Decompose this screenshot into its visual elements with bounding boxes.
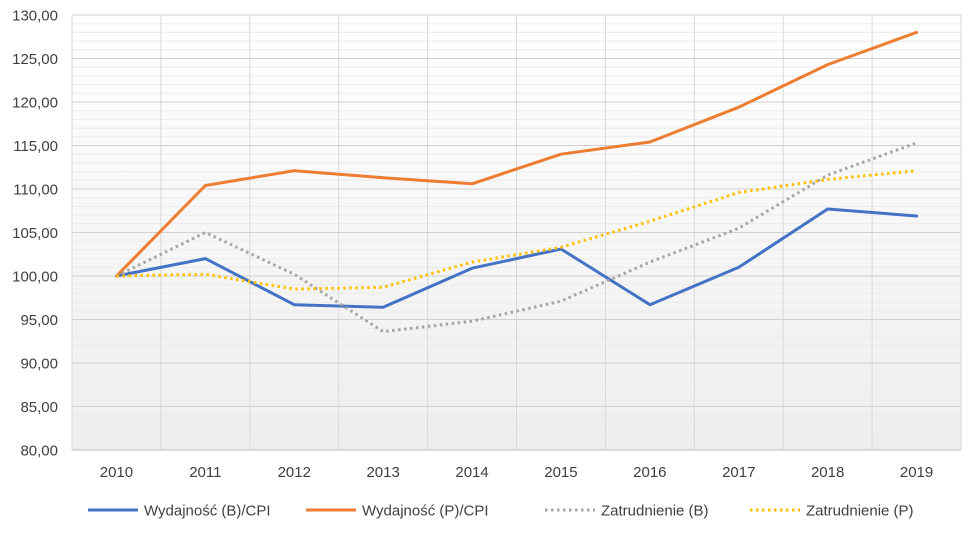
x-tick-label: 2019 <box>900 464 933 481</box>
legend: Wydajność (B)/CPI Wydajność (P)/CPI Zatrud… <box>88 503 914 520</box>
x-tick-label: 2012 <box>278 464 311 481</box>
y-tick-label: 115,00 <box>13 138 58 155</box>
x-tick-label: 2015 <box>544 464 577 481</box>
legend-label: Zatrudnienie (B) <box>601 503 709 520</box>
y-tick-label: 120,00 <box>12 95 58 112</box>
x-tick-label: 2016 <box>633 464 666 481</box>
y-tick-label: 85,00 <box>20 399 58 416</box>
legend-label: Wydajność (B)/CPI <box>144 503 271 520</box>
axes: 80,00 85,00 90,00 95,00 100,00 105,00 110,00 11… <box>12 8 961 481</box>
x-tick-label: 2018 <box>811 464 844 481</box>
series-line-3 <box>115 141 918 334</box>
gridlines <box>71 14 962 451</box>
legend-label: Wydajność (P)/CPI <box>362 503 489 520</box>
y-tick-label: 100,00 <box>12 269 58 286</box>
series-line-4 <box>116 169 917 291</box>
x-tick-label: 2014 <box>455 464 488 481</box>
y-tick-label: 95,00 <box>20 312 58 329</box>
x-tick-label: 2011 <box>189 464 221 481</box>
y-tick-label: 110,00 <box>13 182 58 199</box>
y-tick-label: 130,00 <box>12 8 58 25</box>
y-tick-label: 125,00 <box>12 51 58 68</box>
series-line-2 <box>115 30 919 278</box>
x-tick-label: 2013 <box>366 464 399 481</box>
x-tick-label: 2017 <box>722 464 755 481</box>
series-lines <box>115 30 919 334</box>
y-tick-label: 105,00 <box>12 225 58 242</box>
y-tick-label: 80,00 <box>20 443 58 460</box>
x-tick-label: 2010 <box>100 464 133 481</box>
y-tick-label: 90,00 <box>20 356 58 373</box>
legend-label: Zatrudnienie (P) <box>806 503 914 520</box>
